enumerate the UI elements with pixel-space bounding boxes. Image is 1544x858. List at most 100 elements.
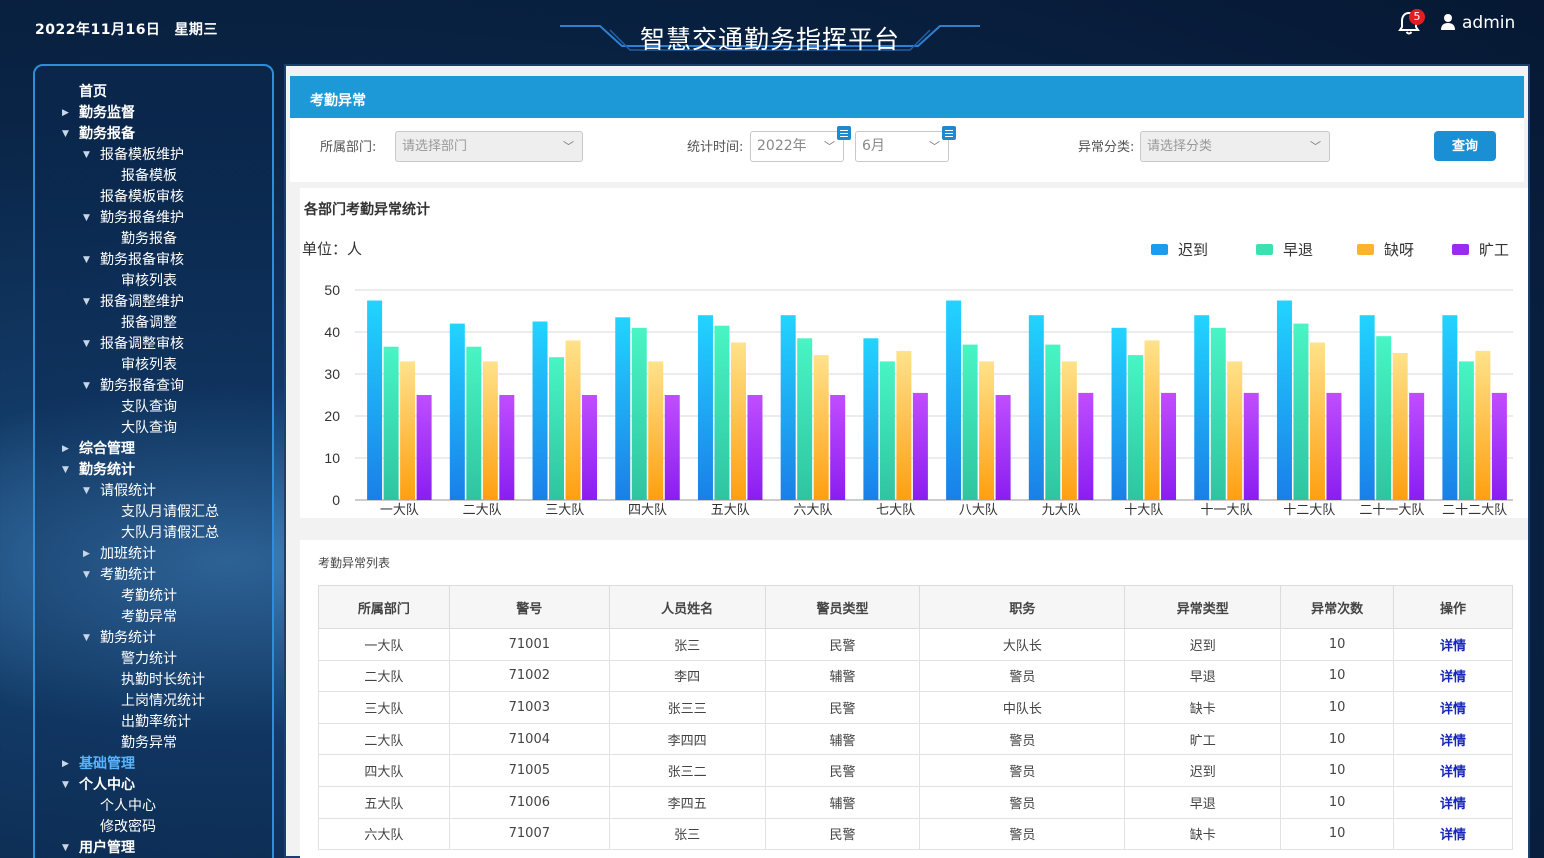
- sidebar-item[interactable]: 报备模板: [35, 166, 272, 187]
- bar[interactable]: [780, 315, 796, 500]
- bar[interactable]: [830, 395, 846, 500]
- detail-link[interactable]: 详情: [1393, 785, 1513, 819]
- bar[interactable]: [797, 338, 813, 500]
- legend-item[interactable]: 早退: [1256, 239, 1313, 260]
- bar[interactable]: [532, 321, 548, 501]
- calendar-icon[interactable]: [942, 126, 956, 140]
- sidebar-item[interactable]: ▼ 勤务报备审核: [35, 250, 272, 271]
- bar[interactable]: [1309, 342, 1325, 501]
- sidebar-item[interactable]: ▶ 加班统计: [35, 544, 272, 565]
- bar[interactable]: [1194, 315, 1210, 500]
- query-button[interactable]: 查询: [1434, 131, 1496, 161]
- bar[interactable]: [565, 340, 581, 500]
- sidebar-item[interactable]: ▼ 用户管理: [35, 838, 272, 858]
- sidebar-item[interactable]: ▼ 考勤统计: [35, 565, 272, 586]
- bar[interactable]: [1128, 355, 1144, 500]
- bar[interactable]: [714, 325, 730, 500]
- bar[interactable]: [1028, 315, 1044, 500]
- bar[interactable]: [1227, 361, 1243, 500]
- sidebar-item[interactable]: ▼ 勤务报备查询: [35, 376, 272, 397]
- sidebar-item[interactable]: 报备调整: [35, 313, 272, 334]
- sidebar-item[interactable]: 大队查询: [35, 418, 272, 439]
- sidebar-item[interactable]: 出勤率统计: [35, 712, 272, 733]
- sidebar-item[interactable]: 勤务异常: [35, 733, 272, 754]
- sidebar-item[interactable]: ▼ 个人中心: [35, 775, 272, 796]
- sidebar-item[interactable]: ▼ 勤务报备: [35, 124, 272, 145]
- sidebar-item[interactable]: ▼ 勤务报备维护: [35, 208, 272, 229]
- bar[interactable]: [648, 361, 664, 500]
- bar[interactable]: [1061, 361, 1077, 500]
- detail-link[interactable]: 详情: [1393, 722, 1513, 756]
- sidebar-item[interactable]: 首页: [35, 82, 272, 103]
- legend-item[interactable]: 迟到: [1151, 239, 1208, 260]
- bar[interactable]: [747, 395, 763, 500]
- bar[interactable]: [879, 361, 895, 500]
- bar[interactable]: [730, 342, 746, 501]
- bar[interactable]: [416, 395, 432, 500]
- bar[interactable]: [995, 395, 1011, 500]
- sidebar-item[interactable]: 支队查询: [35, 397, 272, 418]
- sidebar-item[interactable]: ▶ 勤务监督: [35, 103, 272, 124]
- sidebar-item[interactable]: 考勤异常: [35, 607, 272, 628]
- legend-item[interactable]: 缺呀: [1357, 239, 1414, 260]
- bar[interactable]: [1293, 323, 1309, 500]
- sidebar-item[interactable]: 修改密码: [35, 817, 272, 838]
- bar[interactable]: [896, 350, 912, 500]
- bar[interactable]: [1161, 392, 1177, 500]
- bar[interactable]: [1045, 344, 1061, 500]
- sidebar-item[interactable]: 报备模板审核: [35, 187, 272, 208]
- bar[interactable]: [1111, 327, 1127, 500]
- sidebar-item[interactable]: ▼ 请假统计: [35, 481, 272, 502]
- bar[interactable]: [962, 344, 978, 500]
- bar[interactable]: [1392, 353, 1408, 500]
- month-select[interactable]: 6月 ﹀: [855, 131, 949, 162]
- bar[interactable]: [615, 317, 631, 500]
- year-select[interactable]: 2022年 ﹀: [750, 131, 844, 162]
- bar[interactable]: [1475, 350, 1491, 500]
- bar[interactable]: [664, 395, 680, 500]
- bar[interactable]: [400, 361, 416, 500]
- type-select[interactable]: 请选择分类 ﹀: [1140, 131, 1330, 162]
- sidebar-item[interactable]: 审核列表: [35, 271, 272, 292]
- user-menu[interactable]: admin: [1440, 13, 1515, 33]
- bar[interactable]: [946, 300, 962, 501]
- bar[interactable]: [1243, 392, 1259, 500]
- sidebar-item[interactable]: 个人中心: [35, 796, 272, 817]
- sidebar-item[interactable]: 上岗情况统计: [35, 691, 272, 712]
- bar[interactable]: [1078, 392, 1094, 500]
- bar[interactable]: [1376, 336, 1392, 500]
- sidebar-item[interactable]: ▶ 综合管理: [35, 439, 272, 460]
- sidebar-item[interactable]: ▼ 报备模板维护: [35, 145, 272, 166]
- detail-link[interactable]: 详情: [1393, 691, 1513, 724]
- bar[interactable]: [367, 300, 383, 501]
- bar[interactable]: [1442, 315, 1458, 500]
- legend-item[interactable]: 旷工: [1452, 239, 1509, 260]
- bar[interactable]: [813, 355, 829, 500]
- sidebar-item[interactable]: ▼ 报备调整审核: [35, 334, 272, 355]
- bar[interactable]: [1359, 315, 1375, 500]
- bar[interactable]: [912, 392, 928, 500]
- sidebar-item[interactable]: 执勤时长统计: [35, 670, 272, 691]
- detail-link[interactable]: 详情: [1393, 817, 1513, 851]
- detail-link[interactable]: 详情: [1393, 628, 1513, 661]
- bar[interactable]: [482, 361, 498, 500]
- bar[interactable]: [1326, 392, 1342, 500]
- bar[interactable]: [449, 323, 465, 500]
- bar[interactable]: [1276, 300, 1292, 501]
- detail-link[interactable]: 详情: [1393, 754, 1513, 787]
- bar[interactable]: [1409, 392, 1425, 500]
- sidebar-item[interactable]: 大队月请假汇总: [35, 523, 272, 544]
- sidebar-item[interactable]: 审核列表: [35, 355, 272, 376]
- sidebar-item[interactable]: ▶ 基础管理: [35, 754, 272, 775]
- sidebar-item[interactable]: 警力统计: [35, 649, 272, 670]
- bar[interactable]: [863, 338, 879, 500]
- bar[interactable]: [697, 315, 713, 500]
- bar[interactable]: [979, 361, 995, 500]
- bar[interactable]: [499, 395, 515, 500]
- tab-title[interactable]: 考勤异常: [310, 93, 366, 109]
- detail-link[interactable]: 详情: [1393, 659, 1513, 693]
- bar[interactable]: [383, 346, 399, 500]
- bar[interactable]: [466, 346, 482, 500]
- sidebar-item[interactable]: 考勤统计: [35, 586, 272, 607]
- bar[interactable]: [1458, 361, 1474, 500]
